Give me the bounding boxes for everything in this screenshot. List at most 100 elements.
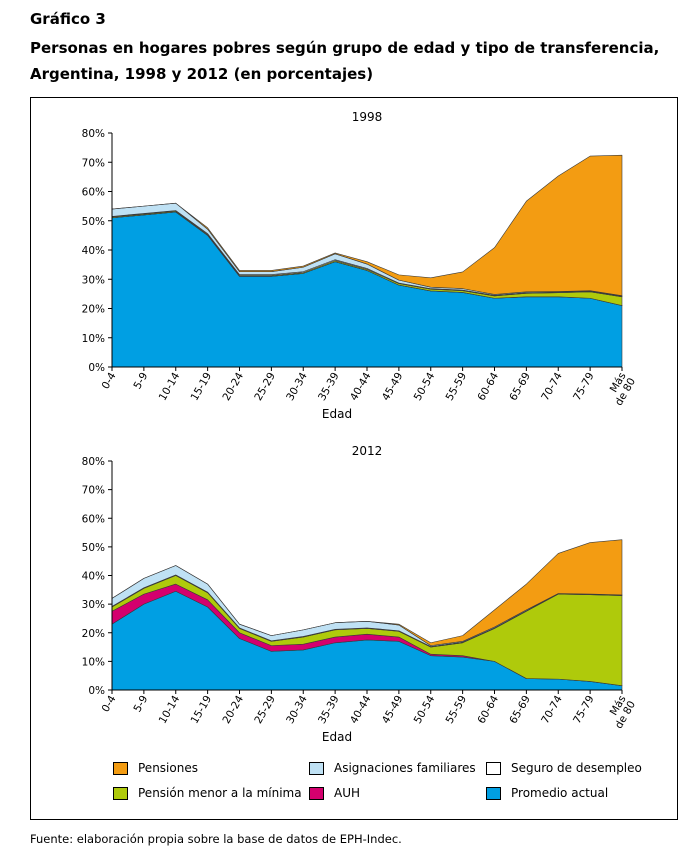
y-tick-label: 40% xyxy=(82,571,105,583)
x-tick-label-line: 10-14 xyxy=(157,693,183,726)
x-tick-label: 15-19 xyxy=(189,694,215,726)
x-tick-label-line: 5-9 xyxy=(132,694,151,715)
legend-label-asignaciones: Asignaciones familiares xyxy=(334,761,476,775)
x-tick-label-line: 55-59 xyxy=(444,371,470,403)
x-tick-label-line: 60-64 xyxy=(475,370,501,403)
x-tick-label-line: 35-39 xyxy=(316,371,342,403)
x-tick-label-line: 35-39 xyxy=(316,694,342,726)
legend-item-seguro: Seguro de desempleo xyxy=(486,760,642,776)
x-axis-title: Edad xyxy=(322,730,352,744)
x-tick-label: 75-79 xyxy=(571,694,597,726)
x-tick-label: 55-59 xyxy=(444,694,470,726)
y-tick-label: 70% xyxy=(82,157,105,169)
legend-label-pensiones: Pensiones xyxy=(138,761,198,775)
y-tick-label: 70% xyxy=(82,485,105,497)
legend-item-pensiones: Pensiones xyxy=(113,760,198,776)
x-tick-label-line: 65-69 xyxy=(507,371,533,403)
x-tick-label: 65-69 xyxy=(507,371,533,403)
x-tick-label: 20-24 xyxy=(220,370,246,403)
y-tick-label: 40% xyxy=(82,245,105,257)
legend-label-promedio: Promedio actual xyxy=(511,786,609,800)
x-tick-label-line: 60-64 xyxy=(475,693,501,726)
x-tick-label: 5-9 xyxy=(132,371,151,392)
x-tick-label: 70-74 xyxy=(539,370,565,403)
x-tick-label-line: 50-54 xyxy=(412,370,438,403)
y-tick-label: 10% xyxy=(82,333,105,345)
x-tick-label: 30-34 xyxy=(284,370,310,403)
x-tick-label: 40-44 xyxy=(348,693,374,726)
x-tick-label: 65-69 xyxy=(507,694,533,726)
x-tick-label: Másde 80 xyxy=(603,694,638,731)
legend-swatch-pension-menor xyxy=(113,786,128,800)
figure-title: Personas en hogares pobres según grupo d… xyxy=(30,39,660,83)
x-tick-label: 15-19 xyxy=(189,371,215,403)
x-tick-label-line: 50-54 xyxy=(412,693,438,726)
x-tick-label-line: 10-14 xyxy=(157,370,183,403)
legend-swatch-pensiones xyxy=(113,761,128,775)
y-tick-label: 80% xyxy=(82,128,105,140)
y-tick-label: 60% xyxy=(82,187,105,199)
chart-title: 2012 xyxy=(352,444,383,458)
x-tick-label: 5-9 xyxy=(132,694,151,715)
legend-item-promedio: Promedio actual xyxy=(486,785,608,801)
x-tick-label-line: 55-59 xyxy=(444,694,470,726)
x-axis-title: Edad xyxy=(322,407,352,421)
x-tick-label-line: 70-74 xyxy=(539,693,565,726)
x-tick-label-line: 15-19 xyxy=(189,371,215,403)
x-tick-label-line: 25-29 xyxy=(252,694,278,726)
x-tick-label-line: 20-24 xyxy=(220,370,246,403)
y-tick-label: 30% xyxy=(82,274,105,286)
x-tick-label-line: 20-24 xyxy=(220,693,246,726)
x-tick-label: 50-54 xyxy=(412,370,438,403)
x-tick-label: 40-44 xyxy=(348,370,374,403)
legend-label-seguro: Seguro de desempleo xyxy=(511,761,642,775)
x-tick-label: 75-79 xyxy=(571,371,597,403)
y-tick-label: 0% xyxy=(88,685,105,697)
y-tick-label: 60% xyxy=(82,513,105,525)
x-tick-label: 70-74 xyxy=(539,693,565,726)
y-tick-label: 0% xyxy=(88,362,105,374)
y-tick-label: 30% xyxy=(82,599,105,611)
y-tick-label: 50% xyxy=(82,542,105,554)
figure-label: Gráfico 3 xyxy=(30,10,106,28)
x-tick-label-line: 30-34 xyxy=(284,693,310,726)
y-tick-label: 50% xyxy=(82,216,105,228)
x-tick-label-line: 75-79 xyxy=(571,694,597,726)
x-tick-label: 10-14 xyxy=(157,370,183,403)
area-pensiones xyxy=(111,539,623,646)
x-tick-label-line: 15-19 xyxy=(189,694,215,726)
x-tick-label: 50-54 xyxy=(412,693,438,726)
x-tick-label: 20-24 xyxy=(220,693,246,726)
source-note: Fuente: elaboración propia sobre la base… xyxy=(30,832,402,846)
x-tick-label-line: 5-9 xyxy=(132,371,151,392)
legend-item-pension-menor: Pensión menor a la mínima xyxy=(113,785,302,801)
x-tick-label-line: 70-74 xyxy=(539,370,565,403)
y-tick-label: 20% xyxy=(82,628,105,640)
x-tick-label-line: 40-44 xyxy=(348,370,374,403)
chart-title: 1998 xyxy=(352,110,383,124)
y-tick-label: 80% xyxy=(82,456,105,468)
x-tick-label-line: 30-34 xyxy=(284,370,310,403)
x-tick-label: 25-29 xyxy=(252,694,278,726)
x-tick-label-line: 45-49 xyxy=(380,371,406,403)
x-tick-label: 60-64 xyxy=(475,693,501,726)
x-tick-label: 45-49 xyxy=(380,694,406,726)
area-pensiones xyxy=(111,154,623,296)
legend-label-pension-menor: Pensión menor a la mínima xyxy=(138,786,302,800)
x-tick-label-line: 45-49 xyxy=(380,694,406,726)
x-tick-label-line: 65-69 xyxy=(507,694,533,726)
x-tick-label: 10-14 xyxy=(157,693,183,726)
x-tick-label: 45-49 xyxy=(380,371,406,403)
x-tick-label: 35-39 xyxy=(316,694,342,726)
legend-item-auh: AUH xyxy=(309,785,360,801)
y-tick-label: 10% xyxy=(82,656,105,668)
x-tick-label: 35-39 xyxy=(316,371,342,403)
x-tick-label: 30-34 xyxy=(284,693,310,726)
legend-swatch-seguro xyxy=(486,761,501,775)
legend-swatch-auh xyxy=(309,786,324,800)
legend-swatch-asignaciones xyxy=(309,761,324,775)
legend-swatch-promedio xyxy=(486,786,501,800)
y-tick-label: 20% xyxy=(82,304,105,316)
